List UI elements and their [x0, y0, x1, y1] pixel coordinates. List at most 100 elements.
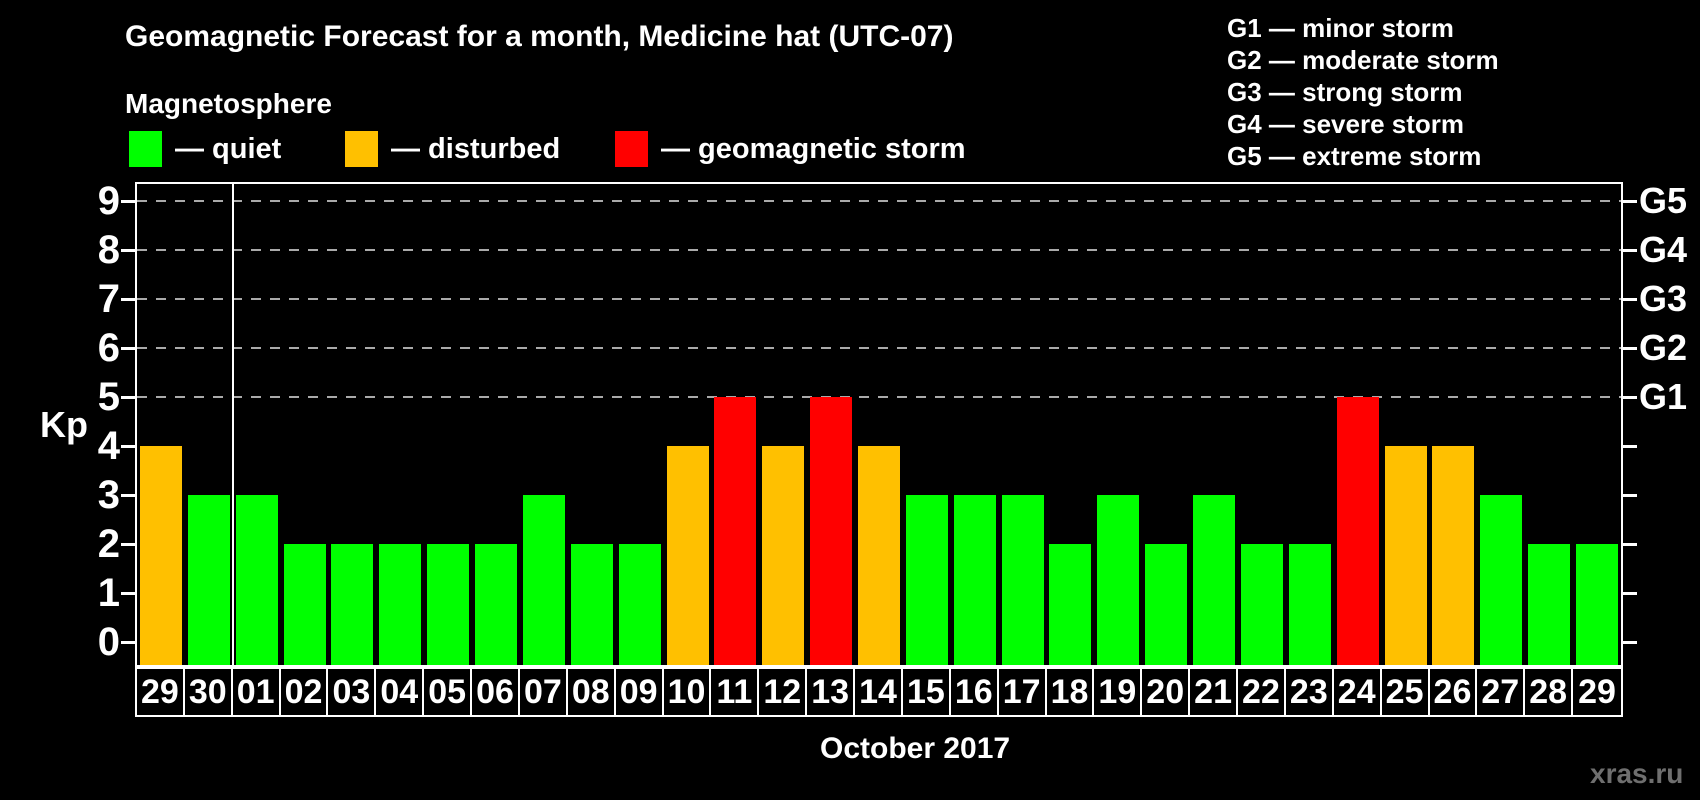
day-label: 20 [1142, 669, 1191, 715]
kp-bar-day-19 [1097, 495, 1140, 665]
plot-area [135, 182, 1623, 667]
legend-item-storm: — geomagnetic storm [615, 130, 966, 168]
day-label: 28 [1525, 669, 1574, 715]
day-label: 05 [424, 669, 473, 715]
axis-tick [121, 445, 135, 448]
g-tick-label-G2: G2 [1639, 327, 1688, 368]
day-label: 15 [903, 669, 951, 715]
y-tick-label-0: 0 [97, 620, 120, 664]
gridline-kp9 [137, 200, 1621, 202]
kp-bar-day-09 [618, 544, 661, 665]
day-label: 11 [711, 669, 760, 715]
kp-bar-day-13 [810, 397, 853, 665]
disturbed-swatch-icon [345, 131, 378, 167]
day-label: 12 [759, 669, 808, 715]
kp-bar-day-21 [1193, 495, 1236, 665]
axis-tick [1623, 592, 1637, 595]
day-label: 27 [1477, 669, 1526, 715]
day-label: 07 [520, 669, 568, 715]
kp-bar-day-17 [1001, 495, 1044, 665]
y-axis-title: Kp [40, 404, 88, 445]
kp-bar-day-07 [522, 495, 565, 665]
g-tick-label-G5: G5 [1639, 180, 1688, 221]
axis-tick [121, 200, 135, 203]
kp-bar-day-22 [1240, 544, 1283, 665]
axis-tick [121, 641, 135, 644]
day-label: 14 [855, 669, 903, 715]
day-label: 26 [1430, 669, 1478, 715]
kp-bar-day-29 [1576, 544, 1619, 665]
day-label: 06 [472, 669, 520, 715]
axis-tick [1623, 543, 1637, 546]
chart-title: Geomagnetic Forecast for a month, Medici… [125, 20, 954, 53]
kp-bar-day-28 [1528, 544, 1571, 665]
x-axis-title: October 2017 [820, 732, 1011, 765]
kp-bar-day-30 [187, 495, 230, 665]
axis-tick [1623, 641, 1637, 644]
gridline-kp8 [137, 249, 1621, 251]
kp-bar-day-27 [1480, 495, 1523, 665]
day-label: 04 [376, 669, 425, 715]
kp-bar-day-16 [953, 495, 996, 665]
gridline-kp7 [137, 298, 1621, 300]
axis-tick [121, 592, 135, 595]
y-tick-label-7: 7 [97, 277, 120, 321]
kp-bar-day-18 [1049, 544, 1092, 665]
legend-label-quiet: — quiet [175, 132, 282, 165]
day-label: 21 [1190, 669, 1239, 715]
g-tick-label-G4: G4 [1639, 229, 1688, 270]
y-tick-label-2: 2 [97, 522, 120, 566]
day-label: 10 [664, 669, 712, 715]
x-axis-day-row: 29 30 01 02 03 04 05 06 07 08 09 10 11 12 13 14 15 16 17 18… [135, 667, 1623, 717]
kp-bar-day-08 [570, 544, 613, 665]
watermark: xras.ru [1590, 758, 1684, 789]
chart-subtitle: Magnetosphere [125, 88, 332, 119]
kp-bar-day-23 [1288, 544, 1331, 665]
day-label: 17 [999, 669, 1047, 715]
kp-bar-day-14 [858, 446, 900, 665]
kp-bar-day-01 [235, 495, 278, 665]
y-tick-label-8: 8 [97, 228, 120, 272]
day-label: 29 [137, 669, 185, 715]
storm-swatch-icon [615, 131, 648, 167]
axis-tick [1623, 494, 1637, 497]
g-legend-line: G4 — severe storm [1227, 109, 1465, 139]
y-tick-label-1: 1 [97, 571, 120, 615]
day-label: 29 [1578, 673, 1616, 711]
kp-bar-day-10 [666, 446, 709, 665]
day-label: 02 [281, 669, 329, 715]
axis-tick [121, 347, 135, 350]
kp-bar-day-26 [1432, 446, 1475, 665]
month-separator-line [231, 184, 234, 665]
day-label: 23 [1286, 669, 1334, 715]
y-tick-label-3: 3 [97, 473, 120, 517]
axis-tick [1623, 298, 1637, 301]
day-label: 09 [616, 669, 664, 715]
axis-tick [1623, 396, 1637, 399]
kp-bar-day-20 [1145, 544, 1188, 665]
gridline-kp6 [137, 347, 1621, 349]
axis-tick [121, 543, 135, 546]
day-label: 22 [1238, 669, 1286, 715]
quiet-swatch-icon [129, 131, 162, 167]
kp-bar-day-15 [905, 495, 948, 665]
day-label: 18 [1047, 669, 1095, 715]
g-scale-legend: G1 — minor storm G2 — moderate storm G3 … [1227, 12, 1499, 172]
axis-tick [121, 396, 135, 399]
kp-bar-day-02 [283, 544, 326, 665]
legend-item-quiet: — quiet [129, 130, 281, 168]
axis-tick [1623, 347, 1637, 350]
kp-bar-day-11 [714, 397, 757, 665]
axis-tick [1623, 445, 1637, 448]
y-tick-label-9: 9 [97, 179, 120, 223]
gridline-kp5 [137, 396, 1621, 398]
g-tick-label-G1: G1 [1639, 376, 1688, 417]
day-label: 25 [1382, 669, 1430, 715]
kp-bar-day-29 [139, 446, 182, 665]
kp-bar-day-05 [427, 544, 470, 665]
day-label: 01 [233, 669, 281, 715]
g-legend-line: G5 — extreme storm [1227, 141, 1482, 171]
g-legend-line: G1 — minor storm [1227, 13, 1454, 43]
day-label: 13 [807, 669, 856, 715]
